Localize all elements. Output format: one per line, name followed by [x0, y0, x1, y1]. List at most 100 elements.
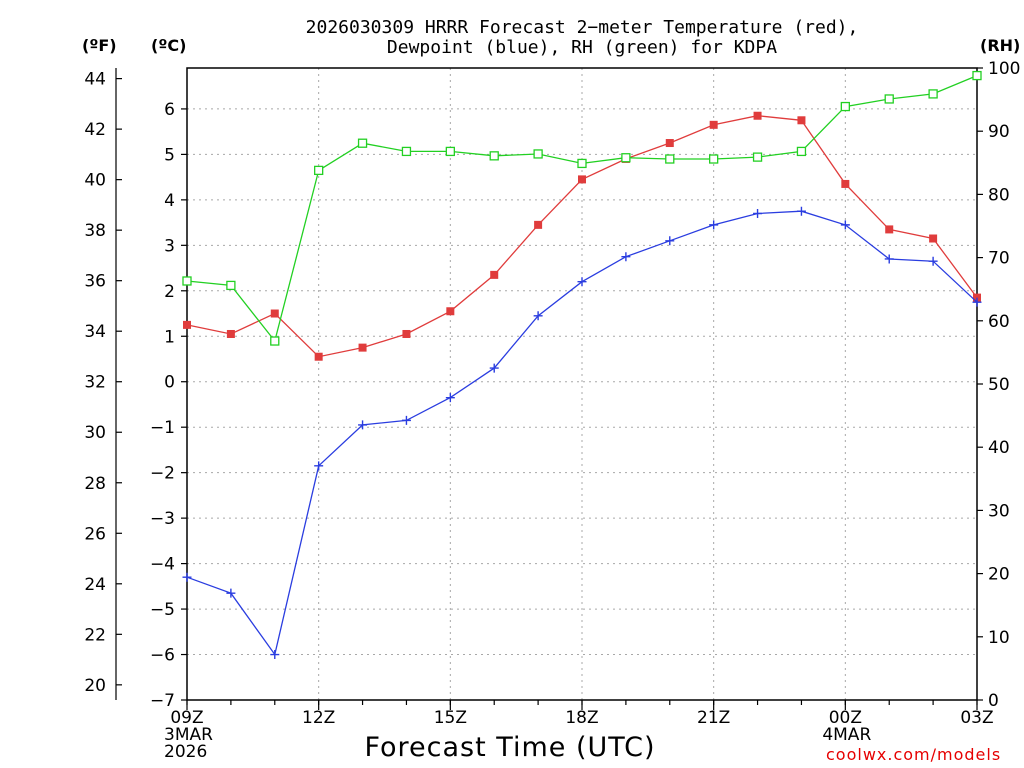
dewpoint-point	[796, 206, 806, 216]
temperature-point	[578, 175, 586, 184]
temperature-point	[929, 234, 938, 243]
temperature-point	[402, 329, 411, 338]
temperature-point	[797, 116, 806, 125]
dewpoint-point	[665, 236, 675, 246]
temperature-point	[885, 225, 894, 234]
x-tick-label: 15Z	[434, 708, 467, 728]
rh-tick-label: 90	[988, 122, 1010, 142]
fahrenheit-tick-label: 38	[84, 221, 106, 241]
dewpoint-point	[533, 311, 543, 321]
fahrenheit-tick-label: 24	[84, 575, 106, 595]
fahrenheit-axis: 20 22 24 26 28 30 32 34 36 38 40 42 44	[84, 68, 122, 700]
rh-point	[577, 158, 587, 169]
dewpoint-point	[753, 208, 763, 218]
dewpoint-point	[840, 220, 850, 230]
rh-point	[445, 146, 455, 157]
rh-point	[972, 70, 982, 81]
rh-point	[709, 154, 719, 164]
rh-tick-label: 60	[988, 312, 1010, 332]
celsius-tick-label: 4	[164, 191, 175, 211]
fahrenheit-unit-label: (ºF)	[82, 36, 117, 55]
fahrenheit-tick-label: 22	[84, 625, 106, 645]
rh-tick-label: 0	[988, 691, 999, 711]
rh-point	[270, 336, 280, 346]
x-tick-label: 3MAR	[164, 725, 213, 745]
rh-point	[357, 138, 368, 148]
celsius-tick-label: 1	[164, 327, 175, 347]
dewpoint-point	[884, 254, 894, 264]
fahrenheit-tick-label: 28	[84, 474, 106, 494]
rh-point	[796, 146, 807, 157]
temperature-point	[183, 320, 191, 329]
rh-point	[884, 94, 894, 104]
x-tick-label: 4MAR	[822, 725, 871, 745]
rh-tick-label: 80	[988, 185, 1010, 205]
temperature-point	[665, 139, 674, 148]
rh-series	[182, 70, 982, 346]
x-tick-label: 12Z	[302, 708, 335, 728]
x-tick-label: 00Z	[829, 708, 862, 728]
rh-axis: 0 10 20 30 40 50 60 70 80 90 100	[977, 59, 1020, 711]
rh-point	[840, 101, 850, 112]
dewpoint-point	[445, 393, 455, 403]
dewpoint-point	[226, 588, 236, 598]
fahrenheit-tick-label: 34	[84, 322, 106, 342]
celsius-tick-label: 6	[164, 100, 175, 120]
celsius-tick-label: 2	[164, 282, 175, 302]
temperature-point	[841, 179, 850, 188]
celsius-tick-label: −2	[150, 464, 175, 484]
temperature-point	[534, 220, 543, 229]
rh-tick-label: 50	[988, 375, 1010, 395]
fahrenheit-tick-label: 20	[84, 676, 106, 696]
celsius-tick-label: 0	[164, 373, 175, 393]
fahrenheit-tick-label: 36	[84, 272, 106, 292]
dewpoint-point	[928, 256, 938, 266]
dewpoint-point	[621, 252, 631, 262]
rh-point	[752, 152, 763, 162]
x-tick-label: 03Z	[960, 708, 993, 728]
rh-point	[226, 280, 236, 291]
rh-point	[533, 149, 543, 159]
fahrenheit-tick-label: 44	[84, 70, 106, 90]
celsius-tick-label: −1	[150, 418, 175, 438]
celsius-tick-label: −3	[150, 509, 175, 529]
celsius-tick-label: −5	[150, 600, 175, 620]
temperature-series	[183, 111, 981, 361]
celsius-tick-label: 5	[164, 145, 175, 165]
celsius-tick-label: −4	[150, 555, 175, 575]
x-tick-label: 18Z	[565, 708, 598, 728]
x-axis-title: Forecast Time (UTC)	[364, 732, 656, 763]
celsius-tick-label: 3	[164, 236, 175, 256]
credit-text: coolwx.com/models	[826, 745, 1002, 764]
rh-tick-label: 10	[988, 628, 1010, 648]
dewpoint-point	[489, 363, 499, 373]
temperature-point	[226, 329, 235, 338]
x-tick-label: 2026	[164, 742, 207, 762]
dewpoint-point	[972, 297, 982, 307]
dewpoint-point	[314, 461, 324, 471]
chart-title-line2: Dewpoint (blue), RH (green) for KDPA	[386, 37, 778, 58]
rh-tick-label: 40	[988, 438, 1010, 458]
fahrenheit-tick-label: 42	[84, 120, 106, 140]
chart-title-line1: 2026030309 HRRR Forecast 2−meter Tempera…	[305, 17, 859, 38]
x-tick-label: 21Z	[697, 708, 730, 728]
celsius-unit-label: (ºC)	[151, 36, 187, 55]
rh-point	[182, 276, 192, 286]
temperature-point	[490, 270, 499, 279]
dewpoint-point	[709, 220, 719, 230]
fahrenheit-tick-label: 32	[84, 373, 106, 393]
rh-point	[489, 151, 499, 161]
temperature-point	[358, 343, 367, 352]
rh-point	[314, 165, 324, 176]
temperature-point	[753, 111, 762, 120]
temperature-point	[314, 352, 323, 361]
celsius-axis: −7 −6 −5 −4 −3 −2 −1 0 1 2 3 4 5 6	[150, 100, 187, 711]
dewpoint-point	[577, 277, 587, 287]
dewpoint-point	[401, 415, 411, 425]
celsius-tick-label: −6	[150, 646, 175, 666]
fahrenheit-tick-label: 26	[84, 524, 106, 544]
temperature-point	[446, 307, 455, 316]
rh-tick-label: 70	[988, 249, 1010, 269]
